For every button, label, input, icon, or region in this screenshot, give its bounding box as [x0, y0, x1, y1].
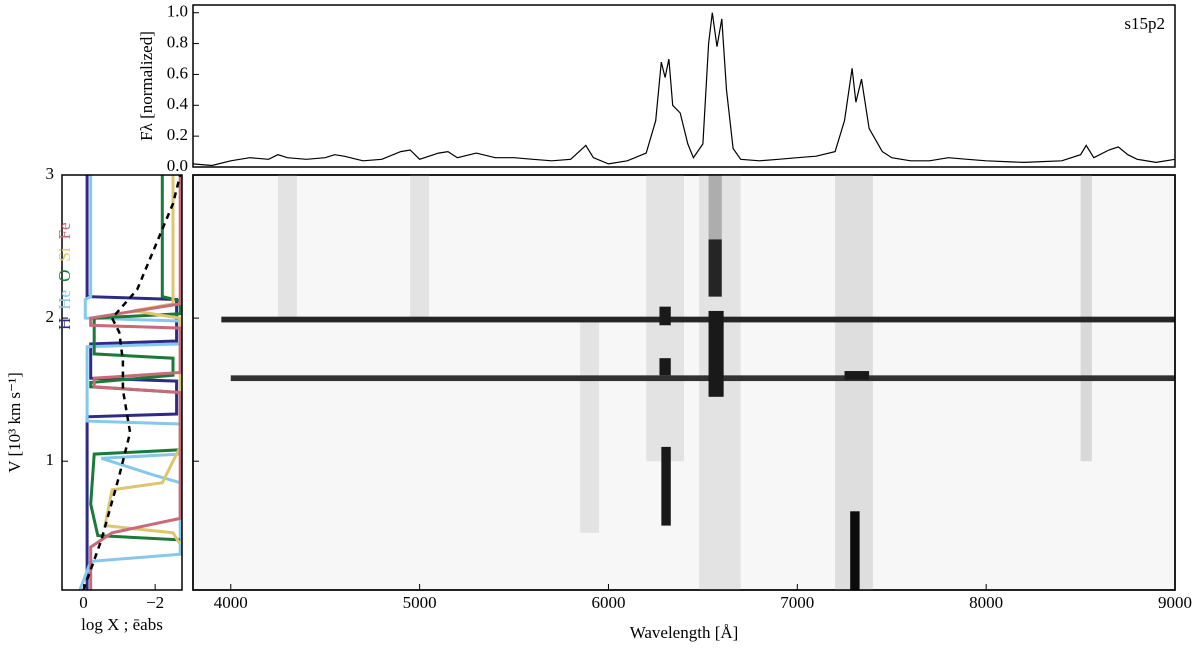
y-tick-label: 0.8	[167, 32, 188, 51]
intensity-patch	[708, 239, 722, 297]
intensity-patch	[850, 511, 860, 590]
x-tick-label: 5000	[403, 593, 437, 612]
plot-frame	[192, 4, 1176, 168]
intensity-patch	[580, 318, 600, 533]
x-tick-label: 9000	[1158, 593, 1192, 612]
x-axis-label: log X ; ēabs	[81, 615, 163, 634]
x-tick-label: 6000	[591, 593, 625, 612]
x-axis-label: Wavelength [Å]	[630, 623, 739, 642]
y-tick-label: 3	[46, 164, 55, 183]
intensity-patch	[659, 358, 671, 376]
plot-frame	[192, 174, 1176, 591]
legend-label: O	[55, 270, 74, 282]
y-tick-label: 0.2	[167, 125, 188, 144]
intensity-patch	[230, 375, 1175, 382]
intensity-patch	[410, 175, 430, 319]
intensity-patch	[708, 310, 724, 397]
y-tick-label: 0.6	[167, 63, 188, 82]
legend-label: Si	[55, 247, 74, 261]
plot-frame	[61, 174, 183, 591]
y-tick-label: 2	[46, 307, 55, 326]
abundance-line	[85, 175, 179, 590]
intensity-patch	[659, 306, 671, 326]
x-tick-label: 7000	[780, 593, 814, 612]
x-tick-label: 0	[79, 593, 88, 612]
abundance-line	[89, 175, 182, 542]
intensity-patch	[844, 371, 870, 380]
y-axis-label: V [10³ km s⁻¹]	[5, 372, 24, 473]
legend-label: He	[55, 290, 74, 310]
y-tick-label: 0.0	[167, 156, 188, 175]
annotation: s15p2	[1124, 14, 1165, 33]
y-tick-label: 1	[46, 450, 55, 469]
intensity-patch	[708, 175, 722, 240]
intensity-patch	[277, 175, 297, 319]
x-tick-label: −2	[146, 593, 164, 612]
legend-label: H	[55, 318, 74, 330]
spectrum-line	[192, 12, 1176, 167]
y-tick-label: 1.0	[167, 2, 188, 21]
x-tick-label: 4000	[214, 593, 248, 612]
intensity-patch	[221, 316, 1176, 323]
abundance-line	[89, 175, 182, 590]
abundance-line	[103, 175, 182, 546]
x-tick-label: 8000	[969, 593, 1003, 612]
y-axis-label: Fλ [normalized]	[137, 31, 156, 141]
intensity-patch	[661, 446, 671, 526]
legend-label: Fe	[55, 222, 74, 239]
y-tick-label: 0.4	[167, 94, 189, 113]
